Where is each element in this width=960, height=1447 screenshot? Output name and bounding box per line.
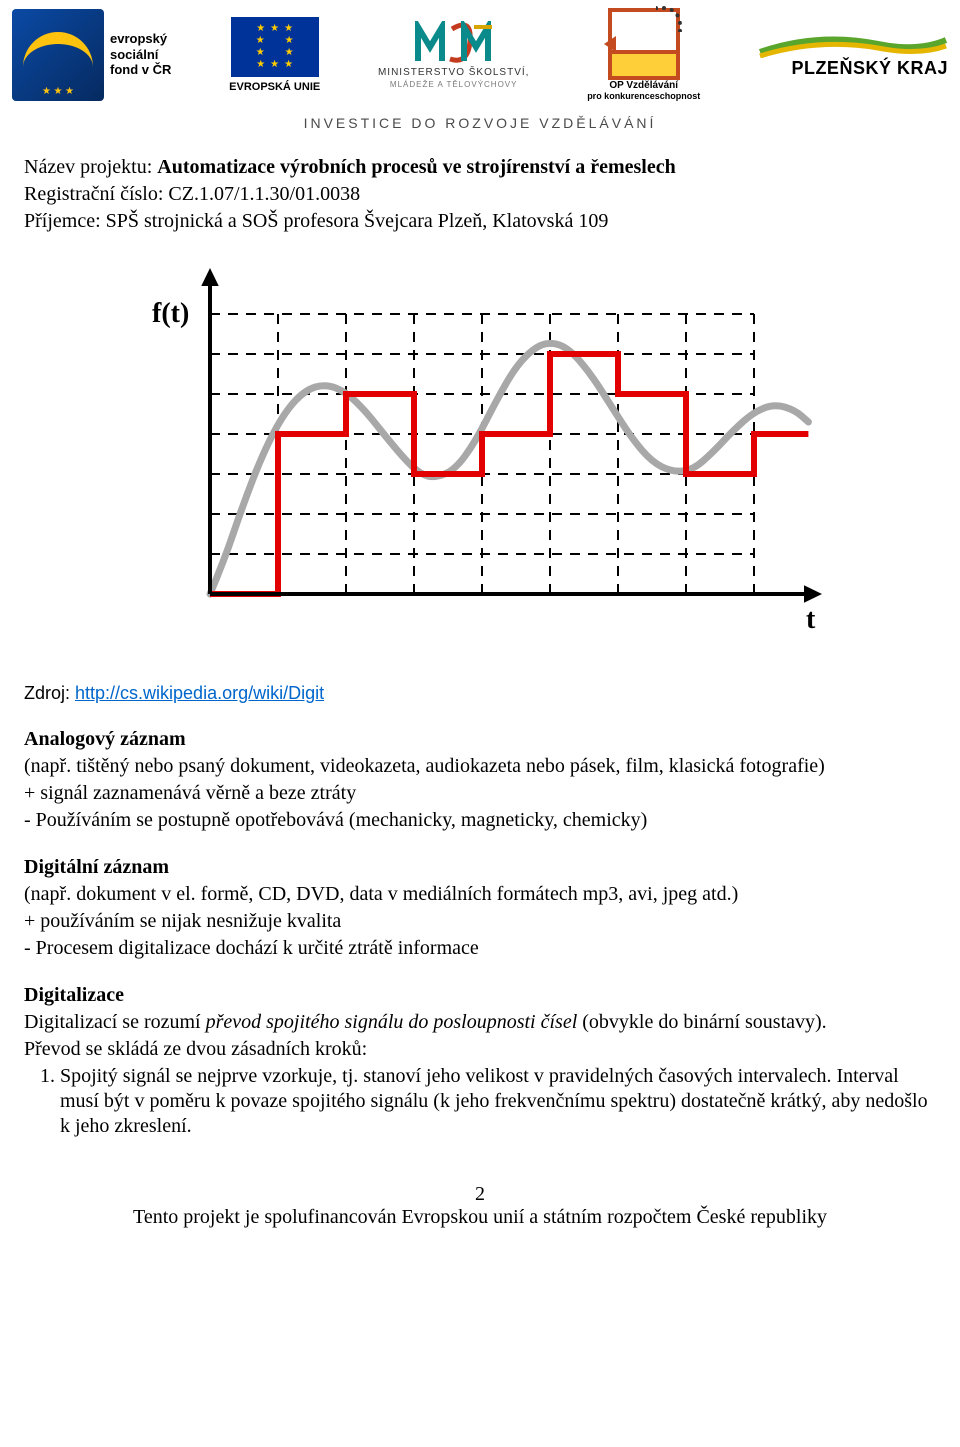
logo-esf: ★ ★ ★ evropský sociální fond v ČR bbox=[12, 9, 171, 101]
analog-title: Analogový záznam bbox=[24, 727, 936, 752]
footer: 2 Tento projekt je spolufinancován Evrop… bbox=[0, 1183, 960, 1249]
logo-msmt: MINISTERSTVO ŠKOLSTVÍ, MLÁDEŽE A TĚLOVÝC… bbox=[378, 21, 529, 89]
digital-section: Digitální záznam (např. dokument v el. f… bbox=[24, 855, 936, 961]
tagline: INVESTICE DO ROZVOJE VZDĚLÁVÁNÍ bbox=[0, 115, 960, 131]
step-item: Spojitý signál se nejprve vzorkuje, tj. … bbox=[60, 1064, 936, 1139]
msmt-icon bbox=[414, 21, 494, 65]
svg-text:t: t bbox=[806, 604, 816, 635]
content: Název projektu: Automatizace výrobních p… bbox=[0, 155, 960, 1139]
logo-eu: ★ ★ ★ ★ ★ ★ ★ ★ ★ ★ EVROPSKÁ UNIE bbox=[229, 17, 320, 93]
svg-text:f(t): f(t) bbox=[152, 298, 189, 329]
steps-list: Spojitý signál se nejprve vzorkuje, tj. … bbox=[60, 1064, 936, 1139]
footer-text: Tento projekt je spolufinancován Evropsk… bbox=[0, 1206, 960, 1229]
digitization-title: Digitalizace bbox=[24, 983, 936, 1008]
eu-flag-icon: ★ ★ ★ ★ ★ ★ ★ ★ ★ ★ bbox=[231, 17, 319, 77]
plzen-wave-icon bbox=[758, 30, 948, 58]
reg-line: Registrační číslo: CZ.1.07/1.1.30/01.003… bbox=[24, 182, 936, 207]
project-line: Název projektu: Automatizace výrobních p… bbox=[24, 155, 936, 180]
chart-container: f(t) t bbox=[24, 254, 936, 654]
digital-title: Digitální záznam bbox=[24, 855, 936, 880]
opvk-icon bbox=[608, 8, 680, 80]
logo-plzen: PLZEŇSKÝ KRAJ bbox=[758, 30, 948, 79]
esf-icon: ★ ★ ★ bbox=[12, 9, 104, 101]
page-number: 2 bbox=[0, 1183, 960, 1206]
analog-section: Analogový záznam (např. tištěný nebo psa… bbox=[24, 727, 936, 833]
logo-bar: ★ ★ ★ evropský sociální fond v ČR ★ ★ ★ … bbox=[0, 0, 960, 105]
digitization-section: Digitalizace Digitalizací se rozumí přev… bbox=[24, 983, 936, 1139]
source-link[interactable]: http://cs.wikipedia.org/wiki/Digit bbox=[75, 683, 324, 703]
recipient-line: Příjemce: SPŠ strojnická a SOŠ profesora… bbox=[24, 209, 936, 234]
source-line: Zdroj: http://cs.wikipedia.org/wiki/Digi… bbox=[24, 682, 936, 705]
logo-opvk: OP Vzdělávání pro konkurenceschopnost bbox=[587, 8, 700, 101]
sampling-chart: f(t) t bbox=[120, 254, 840, 654]
